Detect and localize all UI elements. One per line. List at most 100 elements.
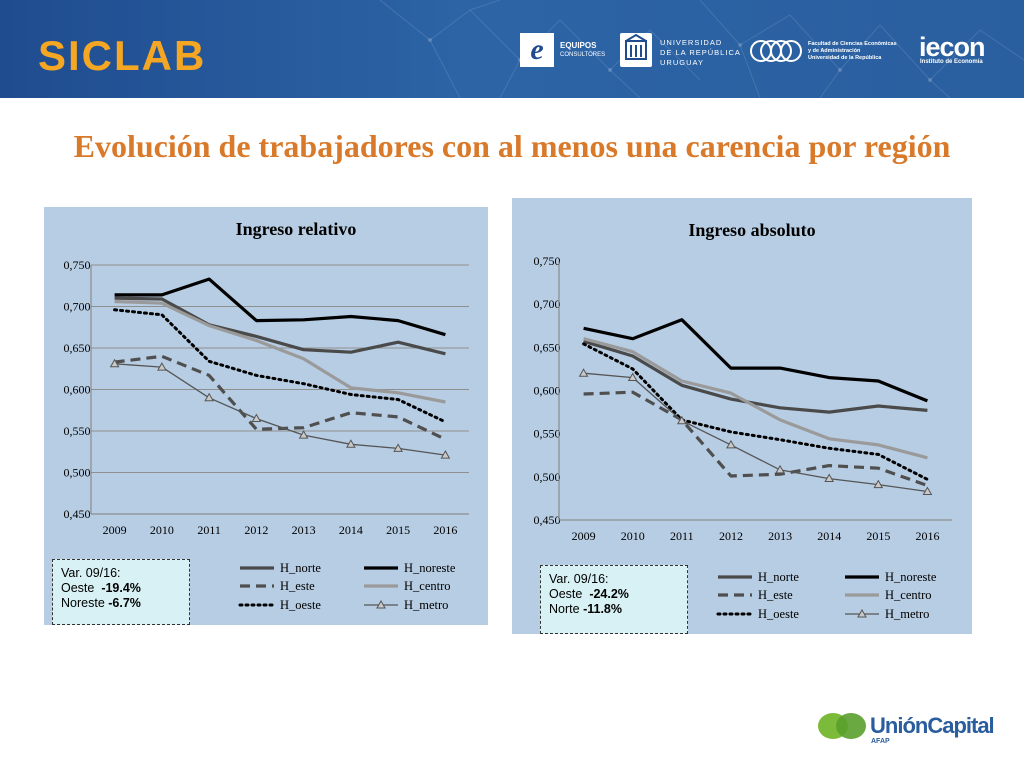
variation-note-absoluto: Var. 09/16: Oeste -24.2% Norte -11.8% — [540, 565, 688, 634]
slide-title: Evolución de trabajadores con al menos u… — [73, 128, 951, 164]
series-line-h-oeste — [582, 342, 929, 481]
y-tick-label: 0,750 — [64, 258, 91, 272]
y-tick-label: 0,700 — [64, 300, 91, 314]
y-tick-label: 0,550 — [534, 427, 561, 441]
header-banner: SICLAB e EQUIPOS CONSULTORES UNIVERSIDAD… — [0, 0, 1024, 98]
x-tick-label: 2015 — [386, 523, 410, 537]
x-tick-label: 2012 — [719, 529, 743, 543]
chart-title: Ingreso relativo — [236, 219, 357, 239]
x-tick-label: 2013 — [292, 523, 316, 537]
data-point-h-metro — [251, 413, 262, 423]
data-point-h-metro — [676, 415, 687, 425]
note-heading: Var. 09/16: — [61, 566, 121, 580]
y-tick-label: 0,450 — [64, 507, 91, 521]
note-value-1: -24.2% — [589, 587, 629, 601]
series-line-h-centro — [583, 337, 928, 460]
x-tick-label: 2012 — [244, 523, 268, 537]
iecon-logo: iecon Instituto de Economía — [919, 33, 999, 69]
note-value-2: -11.8% — [583, 602, 622, 616]
chart-panel-ingreso-absoluto: Ingreso absoluto 0,450 0,500 0,550 0,600 0,65… — [512, 198, 972, 634]
chart-panel-ingreso-relativo: Ingreso relativo 0,450 0,500 0,550 0,600 0,65… — [44, 207, 488, 625]
data-point-h-metro — [578, 368, 589, 377]
equipos-logo: e EQUIPOS CONSULTORES — [520, 33, 650, 69]
y-tick-label: 0,500 — [534, 470, 561, 484]
legend-marker — [857, 608, 867, 618]
note-region-1: Oeste — [549, 587, 583, 601]
iecon-subtitle: Instituto de Economía — [920, 59, 983, 65]
series-line-h-oeste — [113, 308, 447, 424]
udelar-line1: UNIVERSIDAD — [660, 38, 723, 47]
series-line-h-este — [114, 354, 447, 441]
equipos-e-icon: e — [520, 33, 554, 67]
x-tick-label: 2011 — [197, 523, 221, 537]
siclab-logo: SICLAB — [38, 32, 207, 79]
y-tick-label: 0,650 — [64, 341, 91, 355]
equipos-sublabel: CONSULTORES — [560, 52, 606, 58]
series-line-h-centro — [114, 299, 446, 404]
fcea-line3: Universidad de la República — [808, 55, 882, 61]
legend-label: H_este — [758, 588, 793, 602]
y-tick-label: 0,600 — [64, 383, 91, 397]
legend-label: H_noreste — [404, 561, 456, 575]
y-tick-label: 0,600 — [534, 384, 561, 398]
series-line-h-noreste — [114, 277, 446, 337]
x-tick-label: 2011 — [670, 529, 694, 543]
legend-label: H_centro — [404, 579, 451, 593]
y-tick-label: 0,500 — [64, 466, 91, 480]
udelar-logo: UNIVERSIDAD DE LA REPÚBLICA URUGUAY — [620, 33, 740, 69]
data-point-h-metro — [440, 450, 451, 459]
series-line-h-norte — [114, 296, 446, 356]
union-capital-green-icon-2 — [836, 713, 866, 739]
data-point-h-metro — [346, 439, 356, 448]
x-tick-label: 2016 — [915, 529, 939, 543]
legend-label: H_metro — [404, 598, 448, 612]
union-capital-logo: UniónCapital AFAP — [818, 711, 1003, 745]
note-region-1: Oeste — [61, 581, 95, 595]
note-heading: Var. 09/16: — [549, 572, 609, 586]
udelar-line2: DE LA REPÚBLICA — [660, 48, 741, 57]
legend-label: H_norte — [758, 570, 799, 584]
fcea-line1: Facultad de Ciencias Económicas — [808, 41, 897, 47]
x-tick-label: 2009 — [103, 523, 127, 537]
fcea-logo: Facultad de Ciencias Económicas y de Adm… — [750, 36, 910, 66]
iecon-wordmark: iecon — [919, 32, 986, 62]
note-region-2: Noreste — [61, 596, 105, 610]
equipos-label: EQUIPOS — [560, 41, 597, 50]
x-tick-label: 2014 — [817, 529, 841, 543]
data-point-h-metro — [627, 372, 638, 382]
data-point-h-metro — [726, 439, 736, 449]
data-point-h-metro — [109, 358, 120, 368]
fcea-line2: y de Administración — [808, 48, 861, 54]
y-tick-label: 0,450 — [534, 513, 561, 527]
y-tick-label: 0,750 — [534, 254, 561, 268]
series-line-h-metro — [114, 363, 446, 456]
y-tick-label: 0,700 — [534, 297, 561, 311]
union-capital-sub: AFAP — [871, 738, 890, 745]
data-point-h-metro — [824, 473, 835, 483]
x-tick-label: 2010 — [150, 523, 174, 537]
series-line-h-este — [583, 390, 928, 488]
chart-title: Ingreso absoluto — [688, 220, 815, 240]
chart-ingreso-absoluto: Ingreso absoluto 0,450 0,500 0,550 0,600 0,65… — [534, 220, 952, 621]
data-point-h-metro — [873, 479, 884, 489]
legend-marker — [376, 599, 386, 609]
legend-label: H_centro — [885, 588, 932, 602]
udelar-seal-icon — [620, 33, 652, 67]
x-tick-label: 2013 — [768, 529, 792, 543]
legend-label: H_oeste — [280, 598, 321, 612]
note-value-1: -19.4% — [101, 581, 141, 595]
udelar-line3: URUGUAY — [660, 58, 704, 67]
x-tick-label: 2015 — [866, 529, 890, 543]
note-value-2: -6.7% — [108, 596, 141, 610]
x-tick-label: 2016 — [433, 523, 457, 537]
legend-label: H_metro — [885, 607, 929, 621]
data-point-h-metro — [775, 464, 785, 474]
x-tick-label: 2010 — [621, 529, 645, 543]
legend-label: H_norte — [280, 561, 321, 575]
y-tick-label: 0,650 — [534, 340, 561, 354]
legend-label: H_este — [280, 579, 315, 593]
data-point-h-metro — [157, 362, 167, 371]
y-tick-label: 0,550 — [64, 424, 91, 438]
chart-ingreso-relativo: Ingreso relativo 0,450 0,500 0,550 0,600 0,65… — [64, 219, 469, 612]
data-point-h-metro — [393, 443, 403, 452]
